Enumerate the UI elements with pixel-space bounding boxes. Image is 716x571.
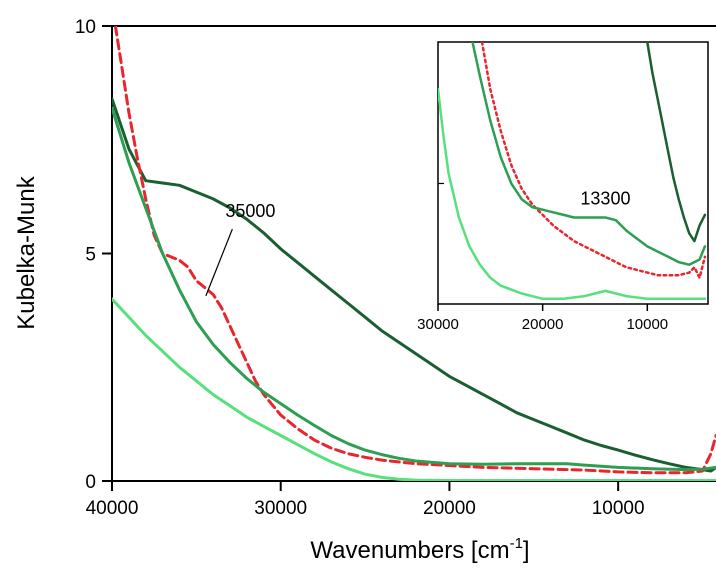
x-axis-title-main: Wavenumbers [cm bbox=[310, 537, 509, 564]
main-plot: 40000 30000 20000 10000 0 5 10 35000 bbox=[75, 17, 716, 519]
main-annotation-label-1: 35000 bbox=[225, 201, 275, 221]
inset-x-tick-label-3: 10000 bbox=[626, 316, 668, 333]
main-x-tick-label-2: 30000 bbox=[254, 498, 307, 519]
main-y-tick-label-2: 5 bbox=[85, 245, 96, 266]
main-y-tick-label-3: 10 bbox=[75, 17, 96, 38]
inset-x-tick-label-1: 30000 bbox=[417, 316, 459, 333]
main-y-tick-label-1: 0 bbox=[85, 472, 96, 493]
inset-x-tick-label-2: 20000 bbox=[522, 316, 564, 333]
inset-series-line-1 bbox=[646, 42, 707, 243]
main-x-tick-label-4: 10000 bbox=[592, 498, 645, 519]
main-series-line-1 bbox=[112, 97, 716, 473]
main-annotation-leader-1 bbox=[205, 228, 233, 297]
inset-plot: 30000 20000 10000 13300 bbox=[417, 41, 709, 333]
x-axis-title-end: ] bbox=[523, 537, 530, 564]
main-series-line-4 bbox=[112, 297, 716, 481]
x-axis-title: Wavenumbers [cm-1] bbox=[310, 535, 529, 564]
inset-series-line-4 bbox=[438, 87, 707, 301]
y-axis-title: Kubelka-Munk bbox=[13, 175, 40, 329]
main-x-tick-label-1: 40000 bbox=[86, 498, 139, 519]
inset-series-line-2 bbox=[480, 42, 707, 280]
main-series-line-3 bbox=[112, 106, 716, 472]
x-axis-title-sup: -1 bbox=[510, 535, 523, 552]
main-x-tick-label-3: 20000 bbox=[423, 498, 476, 519]
inset-series-line-3 bbox=[471, 42, 707, 266]
inset-annotation-label-1: 13300 bbox=[580, 188, 630, 208]
